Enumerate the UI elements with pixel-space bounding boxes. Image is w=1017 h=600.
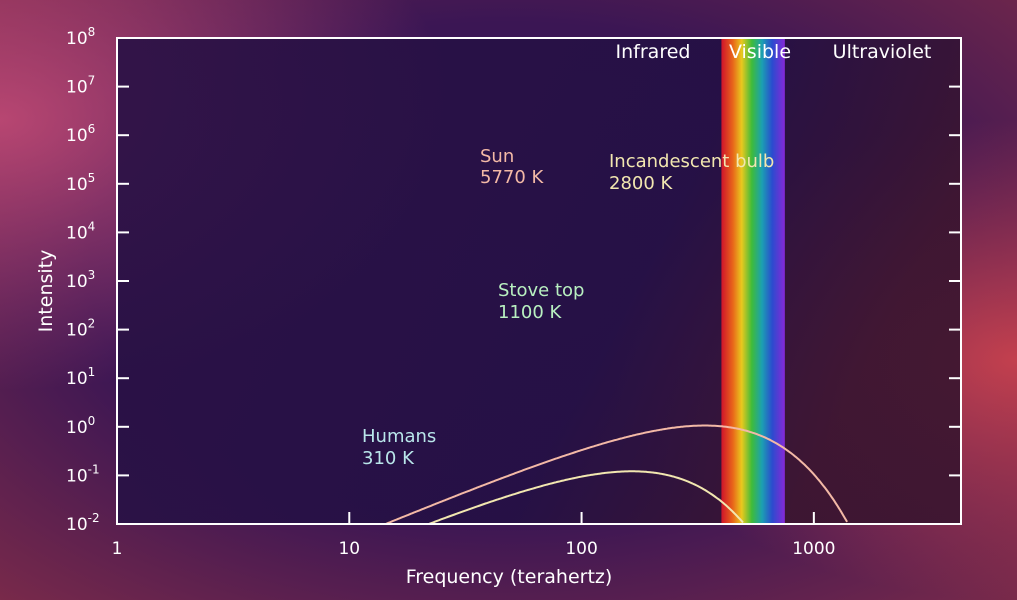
y-tick-label: 10-2: [66, 511, 100, 535]
y-tick-label: 107: [66, 74, 95, 98]
y-tick-label: 100: [66, 414, 95, 438]
band-label-infrared: Infrared: [616, 41, 691, 63]
series-label-sun: Sun: [480, 146, 514, 167]
axis-ticks: 1 10 100 1000 108 107 106 105 104 103 102 101 100 10-…: [66, 25, 961, 559]
series-label-humans: Humans: [362, 426, 436, 447]
y-tick-label: 10-1: [66, 462, 100, 486]
y-tick-label: 103: [66, 268, 95, 292]
series-temp-stove: 1100 K: [498, 302, 563, 323]
y-tick-label: 108: [66, 25, 95, 49]
band-label-visible: Visible: [729, 41, 791, 63]
y-tick-label: 101: [66, 365, 95, 389]
y-tick-label: 104: [66, 219, 95, 243]
visible-band: [721, 38, 785, 524]
y-tick-label: 102: [66, 317, 95, 341]
x-axis-title: Frequency (terahertz): [406, 566, 613, 588]
y-tick-label: 106: [66, 122, 95, 146]
curves: [385, 424, 848, 525]
plot-area: [117, 38, 961, 524]
x-tick-label: 1: [112, 539, 123, 559]
x-tick-label: 100: [565, 539, 597, 559]
series-curve-incandescent-bulb: [428, 470, 744, 525]
series-temp-humans: 310 K: [362, 448, 415, 469]
series-label-stove: Stove top: [498, 280, 584, 301]
y-tick-label: 105: [66, 171, 95, 195]
series-temp-sun: 5770 K: [480, 167, 545, 188]
series-curve-sun: [385, 424, 848, 525]
series-temp-bulb: 2800 K: [609, 173, 674, 194]
band-label-ultraviolet: Ultraviolet: [833, 41, 932, 63]
y-axis-title: Intensity: [35, 250, 57, 333]
series-label-bulb: Incandescent bulb: [609, 151, 774, 172]
x-tick-label: 1000: [792, 539, 835, 559]
x-tick-label: 10: [338, 539, 360, 559]
